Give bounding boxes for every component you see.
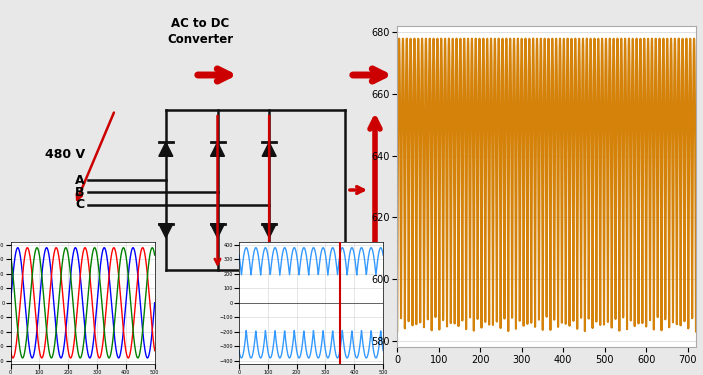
Polygon shape bbox=[159, 224, 173, 238]
Text: 480 V: 480 V bbox=[45, 148, 85, 162]
Polygon shape bbox=[262, 224, 276, 238]
Text: B: B bbox=[75, 186, 85, 198]
Text: AC to DC
Converter: AC to DC Converter bbox=[167, 17, 233, 46]
Text: A: A bbox=[75, 174, 85, 186]
Text: C: C bbox=[75, 198, 84, 211]
Polygon shape bbox=[262, 142, 276, 156]
Polygon shape bbox=[159, 142, 173, 156]
Polygon shape bbox=[210, 142, 224, 156]
Polygon shape bbox=[210, 224, 224, 238]
